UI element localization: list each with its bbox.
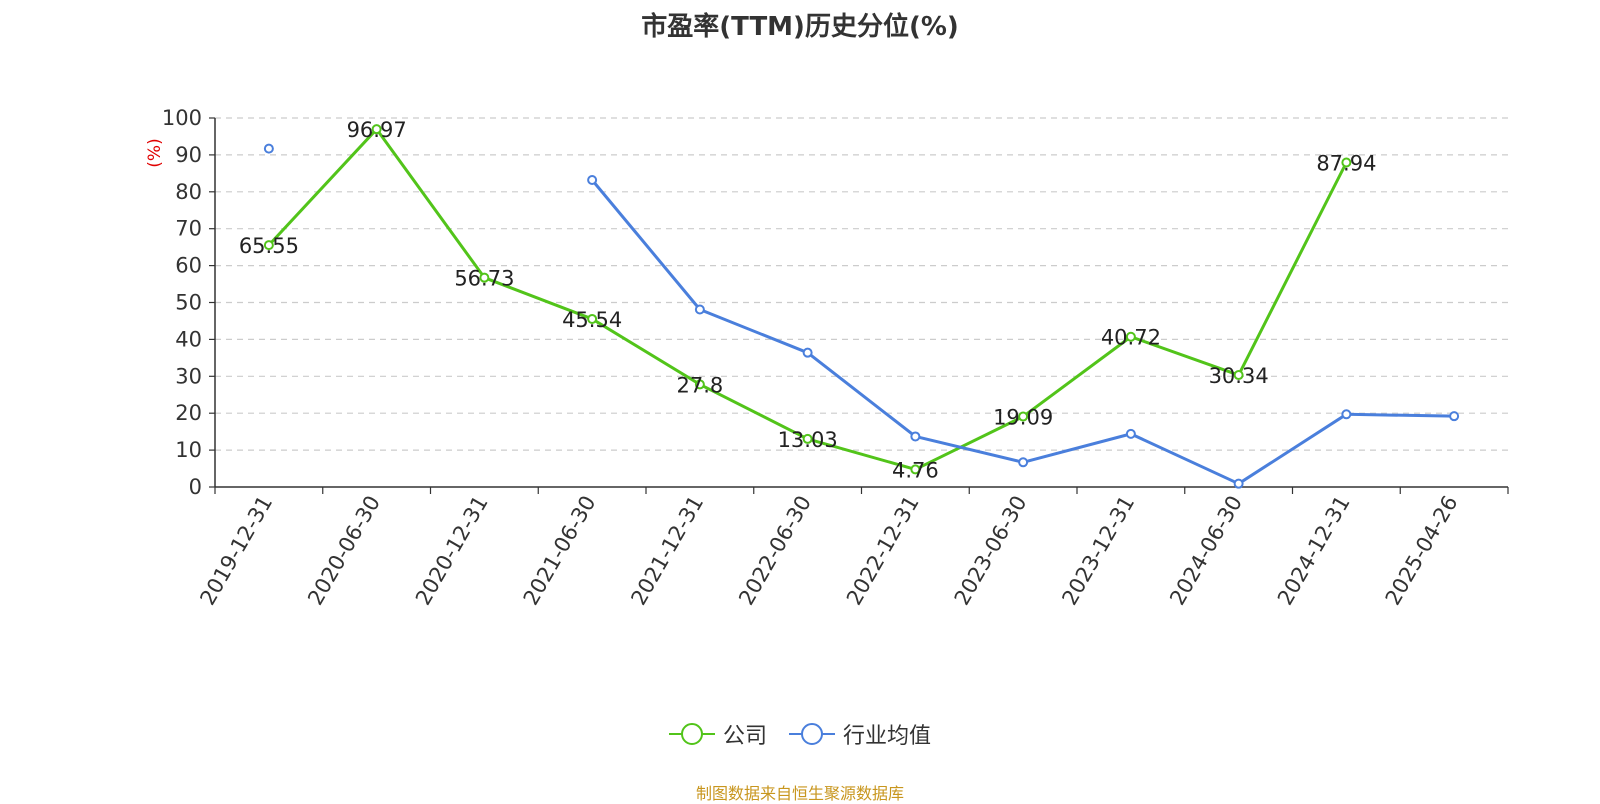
series-line [590,179,1455,486]
legend-label: 行业均值 [843,724,932,749]
data-point [263,143,274,154]
legend: 公司 行业均值 [0,718,1600,750]
data-point [587,313,598,324]
chart-title: 市盈率(TTM)历史分位(%) [641,12,959,42]
y-tick-label: 50 [175,291,202,315]
legend-item-company[interactable]: 公司 [668,718,767,750]
data-label: 96.97 [347,118,407,142]
data-point [587,174,598,185]
x-tick-label: 2023-06-30 [950,492,1032,610]
series-industry-average [263,143,1460,489]
series-company [263,124,1352,475]
y-tick-label: 10 [175,438,202,462]
data-label: 4.76 [892,458,939,482]
y-tick-label: 100 [162,106,202,130]
source-note: 制图数据来自恒生聚源数据库 [695,784,904,803]
data-label: 27.8 [676,373,723,397]
data-label: 19.09 [993,406,1053,430]
data-label: 40.72 [1101,326,1161,350]
data-point [1341,157,1352,168]
x-tick-label: 2022-12-31 [842,492,924,610]
data-point [1233,370,1244,381]
data-label: 13.03 [778,428,838,452]
legend-item-industry-average[interactable]: 行业均值 [789,718,931,750]
data-label: 65.55 [239,234,299,258]
grid-layer [215,117,1508,451]
data-point [479,272,490,283]
data-point [1125,428,1136,439]
x-tick-label: 2023-12-31 [1057,492,1139,610]
x-tick-label: 2024-12-31 [1273,492,1355,610]
y-tick-label: 80 [175,180,202,204]
y-tick-label: 0 [189,475,202,499]
x-tick-label: 2019-12-31 [195,492,277,610]
data-point [694,304,705,315]
data-point [1341,409,1352,420]
data-point [802,433,813,444]
legend-marker-icon [668,723,715,745]
x-tick-label: 2020-12-31 [411,492,493,610]
x-tick-label: 2021-12-31 [626,492,708,610]
x-tick-label: 2020-06-30 [303,492,385,610]
y-tick-label: 30 [175,364,202,388]
data-point [371,124,382,135]
x-tick-label: 2021-06-30 [519,492,601,610]
data-point [1018,411,1029,422]
data-label-layer: 65.55 96.97 56.73 45.54 27.8 13.03 4.76 19.09 40… [239,118,1377,482]
data-point [802,347,813,358]
data-label: 45.54 [562,308,622,332]
data-label: 87.94 [1316,152,1376,176]
data-point [1449,411,1460,422]
y-tick-label: 90 [175,143,202,167]
data-point [1233,478,1244,489]
x-tick-label: 2025-04-26 [1381,492,1463,610]
data-point [263,240,274,251]
y-axis-label: (%) [145,138,165,167]
data-label: 56.73 [454,267,514,291]
legend-label: 公司 [722,724,767,749]
x-tick-label: 2024-06-30 [1165,492,1247,610]
data-point [694,379,705,390]
y-tick-label: 20 [175,401,202,425]
data-point [910,431,921,442]
legend-marker-icon [789,723,835,745]
x-tick-label: 2022-06-30 [734,492,816,610]
data-point [1125,331,1136,342]
axis-layer: 0 10 20 30 40 50 60 70 80 90 100 (%) 2019-12-31 2020-… [145,106,1509,610]
data-point [1018,457,1029,468]
y-tick-label: 70 [175,217,202,241]
series-line [267,127,1348,471]
y-tick-label: 60 [175,254,202,278]
data-point [910,464,921,475]
series-layer [263,124,1460,489]
data-label: 30.34 [1209,364,1269,388]
y-tick-label: 40 [175,327,202,351]
